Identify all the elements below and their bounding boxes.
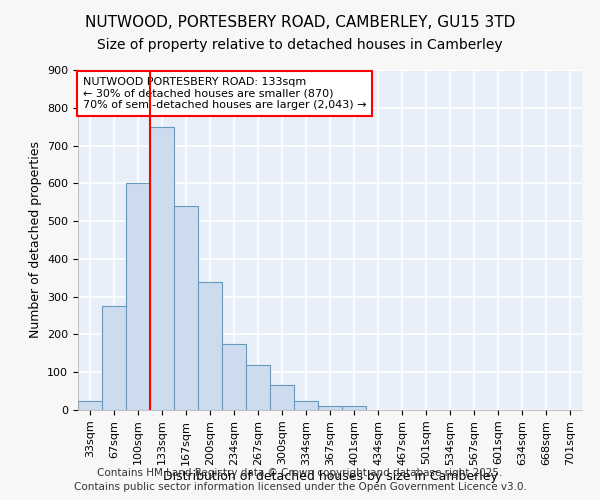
Bar: [270, 386, 294, 410]
Bar: [198, 282, 222, 410]
Bar: [126, 184, 150, 410]
Bar: [78, 400, 102, 410]
Y-axis label: Number of detached properties: Number of detached properties: [29, 142, 41, 338]
Bar: [318, 406, 342, 410]
Bar: [102, 306, 126, 410]
Bar: [246, 364, 270, 410]
Text: Contains public sector information licensed under the Open Government Licence v3: Contains public sector information licen…: [74, 482, 526, 492]
Text: Contains HM Land Registry data © Crown copyright and database right 2025.: Contains HM Land Registry data © Crown c…: [97, 468, 503, 477]
Text: Size of property relative to detached houses in Camberley: Size of property relative to detached ho…: [97, 38, 503, 52]
Bar: [174, 206, 198, 410]
Text: NUTWOOD PORTESBERY ROAD: 133sqm
← 30% of detached houses are smaller (870)
70% o: NUTWOOD PORTESBERY ROAD: 133sqm ← 30% of…: [83, 77, 367, 110]
Bar: [150, 126, 174, 410]
Bar: [222, 344, 246, 410]
Bar: [342, 406, 366, 410]
Bar: [294, 400, 318, 410]
X-axis label: Distribution of detached houses by size in Camberley: Distribution of detached houses by size …: [163, 470, 497, 484]
Text: NUTWOOD, PORTESBERY ROAD, CAMBERLEY, GU15 3TD: NUTWOOD, PORTESBERY ROAD, CAMBERLEY, GU1…: [85, 15, 515, 30]
